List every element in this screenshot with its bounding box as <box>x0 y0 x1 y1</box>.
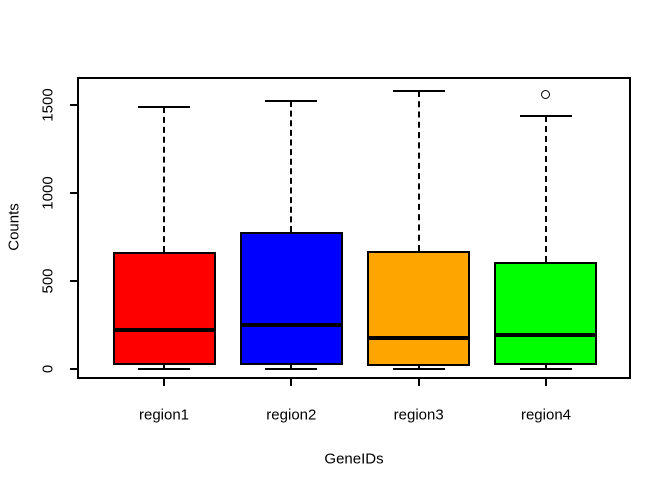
x-axis-tick-region2 <box>290 379 293 386</box>
whisker-cap-min-region2 <box>265 368 318 370</box>
y-axis-tick-label-500: 500 <box>39 268 57 294</box>
x-axis-tick-label-region3: region3 <box>393 406 444 424</box>
outlier-region4-0 <box>541 89 551 99</box>
y-axis-tick-label-1000: 1000 <box>39 176 57 210</box>
whisker-cap-max-region1 <box>138 105 190 108</box>
whisker-cap-max-region2 <box>265 100 318 103</box>
whisker-cap-max-region3 <box>392 89 445 92</box>
y-axis-tick-label-1500: 1500 <box>39 88 57 122</box>
y-axis-tick-1500 <box>70 104 77 106</box>
x-axis-tick-label-region2: region2 <box>266 406 317 424</box>
whisker-lower-region3 <box>417 366 420 369</box>
y-axis-tick-0 <box>70 368 77 370</box>
x-axis-tick-label-region4: region4 <box>520 406 572 424</box>
whisker-upper-region1 <box>163 106 165 252</box>
whisker-upper-region2 <box>290 101 293 232</box>
whisker-cap-min-region4 <box>519 368 572 370</box>
box-region4 <box>494 261 598 365</box>
whisker-lower-region2 <box>290 364 293 369</box>
whisker-upper-region3 <box>417 90 420 252</box>
median-region3 <box>367 336 471 341</box>
y-axis-tick-500 <box>70 280 77 282</box>
box-region3 <box>367 251 471 366</box>
y-axis-title: Counts <box>5 203 23 251</box>
whisker-lower-region1 <box>163 365 165 369</box>
whisker-lower-region4 <box>544 364 547 369</box>
x-axis-title: GeneIDs <box>324 450 384 468</box>
x-axis-tick-region1 <box>163 379 165 386</box>
median-region2 <box>239 323 343 327</box>
x-axis-tick-region4 <box>544 379 547 386</box>
median-region4 <box>494 332 598 337</box>
box-region2 <box>239 231 343 365</box>
x-axis-tick-label-region1: region1 <box>138 406 190 424</box>
plot-frame <box>77 77 631 379</box>
whisker-cap-max-region4 <box>519 114 572 117</box>
y-axis-tick-1000 <box>70 192 77 194</box>
y-axis-tick-label-0: 0 <box>39 364 57 374</box>
box-region1 <box>112 251 216 366</box>
median-region1 <box>112 328 216 333</box>
whisker-cap-min-region1 <box>138 368 190 370</box>
whisker-upper-region4 <box>544 115 547 262</box>
x-axis-tick-region3 <box>417 379 420 386</box>
whisker-cap-min-region3 <box>392 368 445 370</box>
